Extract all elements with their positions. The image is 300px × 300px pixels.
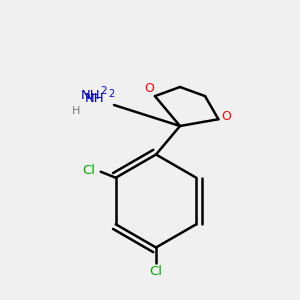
Text: H: H [72,106,81,116]
Text: O: O [221,110,231,123]
Text: Cl: Cl [82,164,95,177]
Text: 2: 2 [108,89,114,99]
Text: 2: 2 [100,86,107,96]
Text: NH: NH [85,92,104,106]
Text: NH: NH [81,89,100,103]
Text: Cl: Cl [149,265,163,278]
Text: O: O [144,82,154,95]
